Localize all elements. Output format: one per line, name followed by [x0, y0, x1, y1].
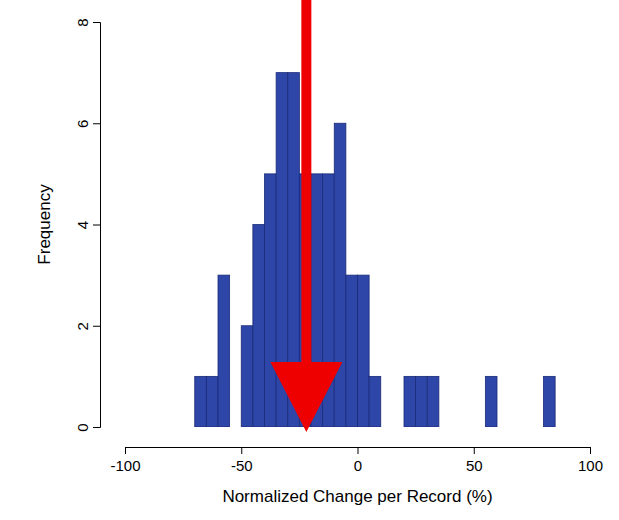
bar [439, 427, 451, 428]
bar [404, 376, 416, 427]
x-tick-mark [474, 447, 475, 454]
x-tick: -100 [110, 447, 140, 474]
x-tick-label: -50 [231, 457, 253, 474]
bar [369, 376, 381, 427]
y-tick-label: 0 [74, 423, 91, 431]
y-tick: 8 [74, 18, 100, 26]
y-tick: 2 [74, 322, 100, 330]
x-tick-mark [241, 447, 242, 454]
chart: -100 -50 0 50 100 0 2 4 6 8 Normalized Change per … [0, 0, 619, 520]
bar [230, 427, 242, 428]
y-axis-title: Frequency [35, 184, 54, 265]
y-tick-label: 6 [74, 120, 91, 128]
bar [206, 376, 218, 427]
x-tick-label: 0 [354, 457, 362, 474]
y-tick-label: 8 [74, 18, 91, 26]
bar [544, 376, 556, 427]
x-tick-label: 50 [466, 457, 483, 474]
bar [218, 275, 230, 427]
y-tick-mark [93, 123, 100, 124]
y-tick-label: 2 [74, 322, 91, 330]
bar [346, 275, 358, 427]
bar [241, 326, 253, 427]
y-tick: 6 [74, 120, 100, 128]
y-axis: 0 2 4 6 8 [74, 18, 101, 431]
bar [427, 376, 439, 427]
bar [509, 427, 521, 428]
bar [195, 376, 207, 427]
y-tick-mark [93, 326, 100, 327]
x-tick-mark [358, 447, 359, 454]
y-tick-mark [93, 22, 100, 23]
bar [497, 427, 509, 428]
y-tick-mark [93, 225, 100, 226]
bar [253, 225, 265, 428]
bar [462, 427, 474, 428]
y-tick-label: 4 [74, 221, 91, 229]
bar [392, 427, 404, 428]
bar [474, 427, 486, 428]
x-tick-label: 100 [578, 457, 603, 474]
x-tick: 50 [466, 447, 483, 474]
x-axis: -100 -50 0 50 100 [110, 447, 603, 474]
bar [485, 376, 497, 427]
x-tick: 100 [578, 447, 603, 474]
x-tick: 0 [354, 447, 362, 474]
bars [195, 73, 555, 427]
bar [381, 427, 393, 428]
arrow [270, 0, 342, 432]
y-tick-mark [93, 427, 100, 428]
x-axis-title: Normalized Change per Record (%) [222, 487, 492, 506]
x-tick: -50 [231, 447, 253, 474]
x-axis-line [126, 448, 591, 455]
x-tick-label: -100 [110, 457, 140, 474]
bar [416, 376, 428, 427]
y-axis-line [93, 23, 101, 428]
y-tick: 0 [74, 423, 100, 431]
x-tick-mark [590, 447, 591, 454]
bar [265, 174, 277, 427]
bar [358, 275, 370, 427]
x-tick-mark [125, 447, 126, 454]
bar [520, 427, 532, 428]
bar [451, 427, 463, 428]
bar [334, 123, 346, 427]
y-tick: 4 [74, 221, 100, 229]
bar [532, 427, 544, 428]
